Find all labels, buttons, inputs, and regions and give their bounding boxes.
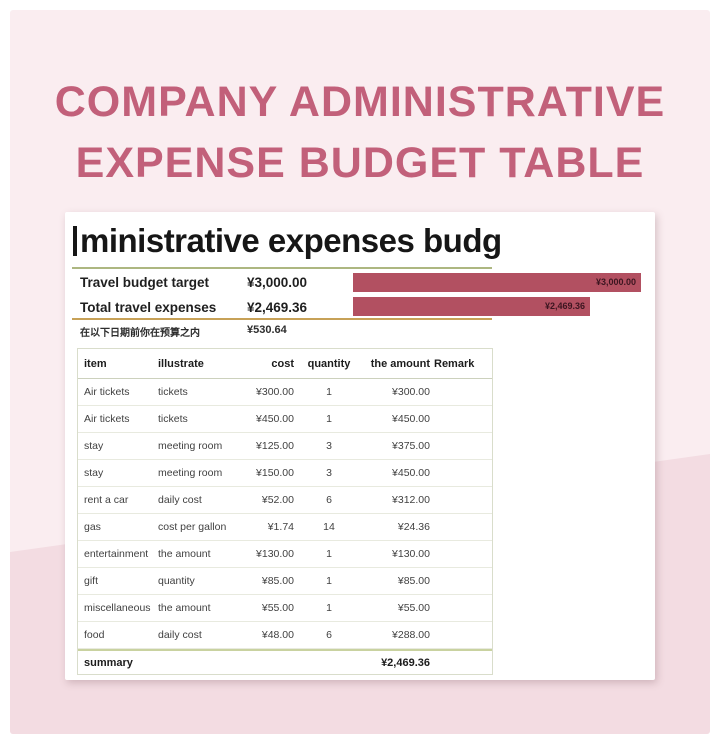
cell-cost: ¥125.00 bbox=[256, 440, 294, 452]
cell-quantity: 1 bbox=[326, 602, 332, 614]
cell-cost: ¥52.00 bbox=[261, 494, 294, 506]
cell-cost: ¥55.00 bbox=[261, 602, 294, 614]
table-row: Air tickets tickets ¥300.00 1 ¥300.00 bbox=[78, 379, 492, 406]
cell-item: entertainment bbox=[84, 548, 149, 560]
sheet-title-text: ministrative expenses budg bbox=[80, 222, 502, 259]
table-row: rent a car daily cost ¥52.00 6 ¥312.00 bbox=[78, 487, 492, 514]
budget-target-bar: ¥3,000.00 bbox=[353, 273, 641, 292]
cell-item: stay bbox=[84, 440, 104, 452]
cell-quantity: 3 bbox=[326, 467, 332, 479]
cell-illustrate: meeting room bbox=[158, 467, 223, 479]
budget-bar-chart: ¥3,000.00 ¥2,469.36 bbox=[353, 273, 641, 321]
cell-cost: ¥1.74 bbox=[267, 521, 294, 533]
poster-title: COMPANY ADMINISTRATIVE EXPENSE BUDGET TA… bbox=[10, 72, 710, 194]
table-row: stay meeting room ¥125.00 3 ¥375.00 bbox=[78, 433, 492, 460]
table-row: stay meeting room ¥150.00 3 ¥450.00 bbox=[78, 460, 492, 487]
table-row: gas cost per gallon ¥1.74 14 ¥24.36 bbox=[78, 514, 492, 541]
poster-title-line1: COMPANY ADMINISTRATIVE bbox=[54, 78, 666, 126]
cell-item: stay bbox=[84, 467, 104, 479]
cell-illustrate: the amount bbox=[158, 548, 211, 560]
cell-amount: ¥375.00 bbox=[392, 440, 430, 452]
header-quantity: quantity bbox=[307, 357, 351, 370]
cell-item: gas bbox=[84, 521, 101, 533]
table-summary-row: summary ¥2,469.36 bbox=[78, 649, 492, 674]
cell-amount: ¥85.00 bbox=[397, 575, 430, 587]
cell-item: Air tickets bbox=[84, 413, 130, 425]
cell-cost: ¥48.00 bbox=[261, 629, 294, 641]
cell-illustrate: the amount bbox=[158, 602, 211, 614]
cell-amount: ¥55.00 bbox=[397, 602, 430, 614]
expense-table: item illustrate cost quantity the amount… bbox=[77, 348, 493, 675]
table-header-row: item illustrate cost quantity the amount… bbox=[78, 349, 492, 379]
clipped-letter-stroke bbox=[73, 226, 77, 256]
poster-title-line2: EXPENSE BUDGET TABLE bbox=[75, 139, 645, 187]
spreadsheet-card: ministrative expenses budg Travel budget… bbox=[65, 212, 655, 680]
cell-illustrate: quantity bbox=[158, 575, 195, 587]
header-cost: cost bbox=[271, 357, 294, 370]
kpi-total-expenses: Total travel expenses ¥2,469.36 bbox=[80, 300, 360, 318]
cell-amount: ¥288.00 bbox=[392, 629, 430, 641]
kpi-remaining-budget: 在以下日期前你在预算之内 ¥530.64 bbox=[80, 324, 360, 342]
cell-quantity: 1 bbox=[326, 386, 332, 398]
cell-cost: ¥85.00 bbox=[261, 575, 294, 587]
cell-illustrate: daily cost bbox=[158, 494, 202, 506]
kpi-value: ¥530.64 bbox=[247, 324, 287, 336]
kpi-divider bbox=[72, 318, 492, 320]
header-the-amount: the amount bbox=[370, 357, 430, 370]
cell-quantity: 1 bbox=[326, 575, 332, 587]
kpi-budget-target: Travel budget target ¥3,000.00 bbox=[80, 275, 360, 293]
cell-item: gift bbox=[84, 575, 99, 587]
kpi-label: Total travel expenses bbox=[80, 300, 217, 315]
cell-quantity: 3 bbox=[326, 440, 332, 452]
cell-amount: ¥450.00 bbox=[392, 467, 430, 479]
cell-illustrate: cost per gallon bbox=[158, 521, 227, 533]
total-expenses-bar: ¥2,469.36 bbox=[353, 297, 591, 316]
sheet-title: ministrative expenses budg bbox=[73, 218, 507, 264]
cell-item: miscellaneous bbox=[84, 602, 151, 614]
summary-label: summary bbox=[84, 656, 133, 669]
header-illustrate: illustrate bbox=[158, 357, 204, 370]
cell-cost: ¥300.00 bbox=[256, 386, 294, 398]
cell-cost: ¥150.00 bbox=[256, 467, 294, 479]
table-row: Air tickets tickets ¥450.00 1 ¥450.00 bbox=[78, 406, 492, 433]
cell-cost: ¥450.00 bbox=[256, 413, 294, 425]
cell-amount: ¥130.00 bbox=[392, 548, 430, 560]
kpi-label: 在以下日期前你在预算之内 bbox=[80, 328, 200, 339]
cell-cost: ¥130.00 bbox=[256, 548, 294, 560]
table-row: entertainment the amount ¥130.00 1 ¥130.… bbox=[78, 541, 492, 568]
cell-quantity: 6 bbox=[326, 629, 332, 641]
header-remark: Remark bbox=[434, 357, 475, 370]
cell-item: Air tickets bbox=[84, 386, 130, 398]
pink-background: COMPANY ADMINISTRATIVE EXPENSE BUDGET TA… bbox=[10, 10, 710, 734]
cell-amount: ¥312.00 bbox=[392, 494, 430, 506]
table-row: gift quantity ¥85.00 1 ¥85.00 bbox=[78, 568, 492, 595]
cell-illustrate: tickets bbox=[158, 386, 188, 398]
cell-item: rent a car bbox=[84, 494, 129, 506]
kpi-value: ¥2,469.36 bbox=[247, 300, 308, 315]
header-item: item bbox=[84, 357, 107, 370]
cell-illustrate: tickets bbox=[158, 413, 188, 425]
title-underline bbox=[72, 267, 492, 269]
table-row: food daily cost ¥48.00 6 ¥288.00 bbox=[78, 622, 492, 649]
cell-quantity: 6 bbox=[326, 494, 332, 506]
table-row: miscellaneous the amount ¥55.00 1 ¥55.00 bbox=[78, 595, 492, 622]
cell-illustrate: meeting room bbox=[158, 440, 223, 452]
cell-quantity: 1 bbox=[326, 413, 332, 425]
cell-amount: ¥24.36 bbox=[397, 521, 430, 533]
cell-quantity: 14 bbox=[323, 521, 335, 533]
cell-quantity: 1 bbox=[326, 548, 332, 560]
cell-item: food bbox=[84, 629, 105, 641]
kpi-label: Travel budget target bbox=[80, 275, 210, 290]
cell-amount: ¥450.00 bbox=[392, 413, 430, 425]
cell-amount: ¥300.00 bbox=[392, 386, 430, 398]
summary-amount: ¥2,469.36 bbox=[381, 656, 430, 669]
cell-illustrate: daily cost bbox=[158, 629, 202, 641]
kpi-value: ¥3,000.00 bbox=[247, 275, 308, 290]
